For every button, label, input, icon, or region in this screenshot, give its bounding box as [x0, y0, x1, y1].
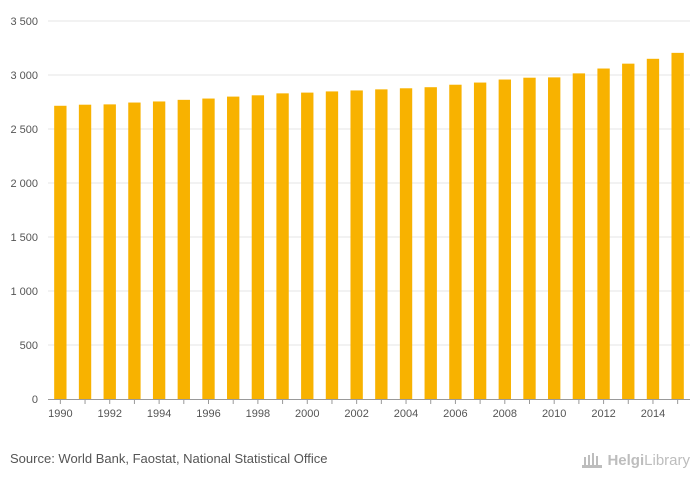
- y-axis-tick-labels: 0 500 1 000 1 500 2 000 2 500 3 000 3 500: [10, 16, 38, 406]
- y-tick-label: 3 000: [10, 70, 38, 82]
- x-tick-label: 1992: [97, 408, 121, 420]
- bar-2006: [449, 84, 462, 399]
- bar-2005: [424, 87, 437, 399]
- x-tick-label: 2012: [591, 408, 615, 420]
- x-tick-label: 2008: [493, 408, 517, 420]
- x-axis-ticks: 1990 1992 1994 1996 1998 2000 2002 2004 2006 2008…: [48, 399, 679, 420]
- bar-2007: [473, 82, 487, 399]
- bar-1992: [103, 104, 116, 399]
- bar-2000: [301, 92, 314, 399]
- x-tick-label: 2002: [344, 408, 368, 420]
- x-tick-label: 1996: [196, 408, 220, 420]
- bar-2015: [671, 52, 684, 400]
- gridlines: [48, 20, 690, 346]
- y-tick-label: 0: [32, 394, 38, 406]
- bar-2011: [572, 73, 586, 399]
- bar-1999: [276, 93, 289, 400]
- x-tick-label: 2006: [443, 408, 467, 420]
- x-tick-label: 2000: [295, 408, 319, 420]
- bars: [54, 52, 684, 400]
- x-tick-label: 2010: [542, 408, 566, 420]
- bar-2009: [523, 77, 536, 399]
- bar-2001: [325, 91, 339, 399]
- bar-2004: [399, 88, 413, 399]
- x-tick-label: 1998: [246, 408, 270, 420]
- y-tick-label: 3 500: [10, 16, 38, 28]
- bar-2013: [622, 63, 635, 399]
- source-note: Source: World Bank, Faostat, National St…: [10, 451, 328, 466]
- x-tick-label: 1994: [147, 408, 171, 420]
- bar-1993: [128, 102, 141, 399]
- bar-1991: [78, 104, 92, 399]
- logo-library-text: Library: [644, 451, 690, 469]
- y-tick-label: 2 000: [10, 178, 38, 190]
- y-tick-label: 1 000: [10, 286, 38, 298]
- library-building-icon: [582, 453, 603, 468]
- bar-1995: [177, 99, 190, 399]
- x-tick-label: 2014: [641, 408, 665, 420]
- x-tick-label: 1990: [48, 408, 72, 420]
- bar-2014: [646, 58, 660, 400]
- helgi-library-logo: Helgi Library: [581, 449, 690, 471]
- y-tick-label: 500: [20, 340, 38, 352]
- y-tick-label: 1 500: [10, 232, 38, 244]
- bar-2012: [597, 68, 610, 400]
- bar-2002: [350, 90, 363, 399]
- x-tick-label: 2004: [394, 408, 418, 420]
- bar-1990: [54, 105, 67, 399]
- bar-1998: [251, 95, 265, 399]
- bar-1996: [202, 98, 215, 399]
- y-tick-label: 2 500: [10, 124, 38, 136]
- logo-helgi-text: Helgi: [607, 451, 645, 469]
- bar-2010: [548, 77, 561, 399]
- bar-2003: [375, 89, 388, 399]
- bar-2008: [498, 79, 511, 399]
- bar-1997: [227, 96, 240, 399]
- bar-1994: [152, 101, 166, 400]
